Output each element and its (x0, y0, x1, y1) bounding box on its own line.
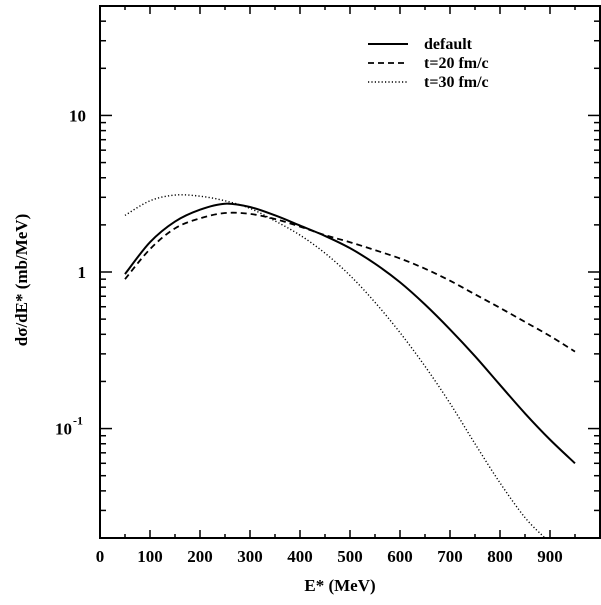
x-tick-label: 800 (487, 547, 513, 566)
x-tick-label: 300 (237, 547, 263, 566)
x-tick-label: 200 (187, 547, 213, 566)
plot-frame (99, 5, 601, 539)
legend-label: t=20 fm/c (424, 55, 489, 72)
y-tick-label: 10 (55, 420, 72, 439)
x-tick-label: 500 (337, 547, 363, 566)
series-line-solid (124, 202, 576, 465)
x-tick-label: 400 (287, 547, 313, 566)
legend-label: default (424, 36, 473, 53)
legend: default t=20 fm/c t=30 fm/c (368, 36, 489, 91)
y-tick-label: 1 (78, 263, 87, 282)
x-tick-label: 900 (537, 547, 563, 566)
x-tick-label: 100 (137, 547, 163, 566)
x-tick-label: 600 (387, 547, 413, 566)
series-line-dashed (124, 211, 576, 353)
x-axis-label: E* (MeV) (304, 576, 375, 595)
y-tick-label: 10 (69, 106, 86, 125)
y-axis-label: dσ/dE* (mb/MeV) (12, 214, 31, 347)
series-line-dotted (124, 194, 546, 538)
x-tick-label: 0 (96, 547, 105, 566)
plot-area (124, 194, 576, 538)
legend-label: t=30 fm/c (424, 74, 489, 91)
x-tick-label: 700 (437, 547, 463, 566)
y-tick-exponent: -1 (73, 414, 83, 428)
x-axis-ticks: 0 100 200 300 400 500 600 700 800 900 (96, 6, 576, 566)
